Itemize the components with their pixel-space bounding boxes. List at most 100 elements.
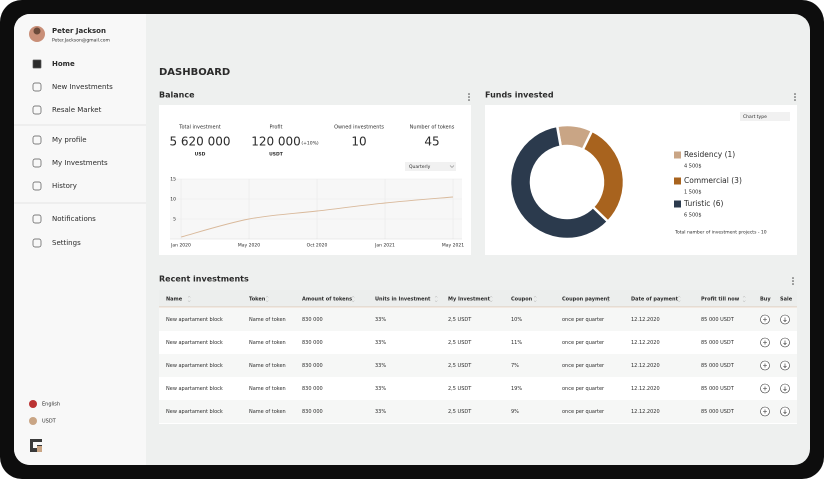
legend-swatch bbox=[674, 151, 681, 159]
table-cell: 2,5 USDT bbox=[448, 340, 472, 346]
table-row bbox=[159, 400, 797, 423]
menu-icon bbox=[32, 214, 42, 224]
table-cell: 19% bbox=[511, 386, 522, 392]
card-menu[interactable] bbox=[794, 93, 796, 101]
legend-count: (1) bbox=[725, 150, 736, 159]
table-cell: Name of token bbox=[249, 363, 286, 369]
table-cell: 12.12.2020 bbox=[631, 340, 660, 346]
stat-unit: USDT bbox=[269, 152, 284, 158]
table-cell: Name of token bbox=[249, 317, 286, 323]
menu-item[interactable]: My Investments bbox=[52, 159, 108, 167]
menu-item[interactable]: My profile bbox=[52, 136, 87, 144]
donut-segment bbox=[508, 124, 610, 241]
table-cell: 830 000 bbox=[302, 409, 323, 415]
legend-amount: 1 500$ bbox=[684, 190, 702, 196]
column-header: My Investment bbox=[448, 297, 491, 303]
buy-icon bbox=[763, 363, 767, 368]
legend-amount: 4 500$ bbox=[684, 164, 702, 170]
column-header: Sale bbox=[780, 297, 793, 303]
period-value: Quarterly bbox=[409, 164, 431, 170]
x-tick-label: Jan 2020 bbox=[170, 243, 191, 249]
currency[interactable]: USDT bbox=[42, 419, 57, 425]
table-row bbox=[159, 354, 797, 377]
menu-icon bbox=[32, 59, 42, 69]
table-cell: once per quarter bbox=[562, 409, 605, 415]
table-cell: 7% bbox=[511, 363, 519, 369]
table-cell: 12.12.2020 bbox=[631, 409, 660, 415]
table-cell: 2,5 USDT bbox=[448, 317, 472, 323]
chevron bbox=[449, 165, 455, 168]
app: Peter Jackson Peter.Jackson@gmail.com En… bbox=[14, 14, 810, 465]
table-cell: 33% bbox=[375, 340, 386, 346]
y-tick-label: 5 bbox=[173, 217, 176, 223]
table-cell: 33% bbox=[375, 386, 386, 392]
sidebar bbox=[14, 14, 146, 465]
table-cell: 12.12.2020 bbox=[631, 317, 660, 323]
table-cell: 85 000 USDT bbox=[701, 340, 735, 346]
menu-item[interactable]: Home bbox=[52, 60, 75, 68]
table-cell: 10% bbox=[511, 317, 522, 323]
column-header: Coupon bbox=[511, 297, 533, 303]
column-header: Amount of tokens bbox=[302, 297, 352, 303]
table-cell: 830 000 bbox=[302, 363, 323, 369]
x-tick-label: Jan 2021 bbox=[374, 243, 395, 249]
column-header: Name bbox=[166, 297, 183, 303]
menu-icon bbox=[32, 158, 42, 168]
sell-icon bbox=[783, 340, 787, 346]
sell-icon bbox=[783, 317, 787, 323]
table-cell: once per quarter bbox=[562, 340, 605, 346]
legend-count: (3) bbox=[731, 176, 742, 185]
menu-item[interactable]: Settings bbox=[52, 239, 81, 247]
plot-bg bbox=[170, 179, 462, 239]
table-row bbox=[159, 308, 797, 331]
table-cell: 830 000 bbox=[302, 340, 323, 346]
table-cell: 2,5 USDT bbox=[448, 409, 472, 415]
legend-label: Residency (1) bbox=[684, 150, 735, 159]
y-tick-label: 15 bbox=[170, 177, 176, 183]
table-cell: New apartament block bbox=[166, 363, 223, 369]
menu-icon bbox=[32, 181, 42, 191]
table-cell: 33% bbox=[375, 409, 386, 415]
menu-item[interactable]: Resale Market bbox=[52, 106, 102, 114]
stat-label: Owned investments bbox=[334, 125, 384, 131]
column-header: Token bbox=[249, 297, 266, 303]
flag-icon bbox=[29, 400, 37, 408]
table-cell: 2,5 USDT bbox=[448, 386, 472, 392]
table-cell: 830 000 bbox=[302, 317, 323, 323]
menu-item[interactable]: Notifications bbox=[52, 215, 96, 223]
menu-icon bbox=[32, 135, 42, 145]
buy-icon bbox=[763, 409, 767, 414]
card-title: Funds invested bbox=[485, 91, 554, 100]
menu-item[interactable]: History bbox=[52, 182, 77, 190]
table-cell: 85 000 USDT bbox=[701, 409, 735, 415]
menu-item[interactable]: New Investments bbox=[52, 83, 113, 91]
table-cell: once per quarter bbox=[562, 317, 605, 323]
table-cell: New apartament block bbox=[166, 409, 223, 415]
stat-label: Number of tokens bbox=[410, 125, 455, 131]
table-cell: 11% bbox=[511, 340, 522, 346]
table-cell: Name of token bbox=[249, 386, 286, 392]
table-header bbox=[159, 290, 797, 307]
column-header: Buy bbox=[760, 297, 771, 303]
language[interactable]: English bbox=[42, 402, 60, 408]
funds-note: Total namber of investment projects - 10 bbox=[674, 230, 767, 236]
stat-value: 5 620 000 bbox=[169, 135, 230, 149]
chart-type-select[interactable] bbox=[740, 112, 790, 121]
sort-icon bbox=[742, 295, 746, 303]
x-tick-label: Oct 2020 bbox=[307, 243, 328, 249]
table-cell: Name of token bbox=[249, 409, 286, 415]
section-title: Recent investments bbox=[159, 275, 249, 284]
legend-label: Commercial (3) bbox=[684, 176, 742, 185]
sell-icon bbox=[783, 409, 787, 415]
period-select[interactable] bbox=[405, 162, 456, 171]
menu-icon bbox=[32, 82, 42, 92]
card-menu[interactable] bbox=[468, 93, 470, 101]
table-cell: once per quarter bbox=[562, 363, 605, 369]
table-row bbox=[159, 377, 797, 400]
user-name: Peter Jackson bbox=[52, 27, 106, 35]
sort-icon bbox=[677, 295, 681, 303]
legend-swatch bbox=[674, 200, 681, 208]
stat-unit: USD bbox=[195, 152, 206, 158]
card-menu[interactable] bbox=[792, 277, 794, 285]
table-cell: Name of token bbox=[249, 340, 286, 346]
